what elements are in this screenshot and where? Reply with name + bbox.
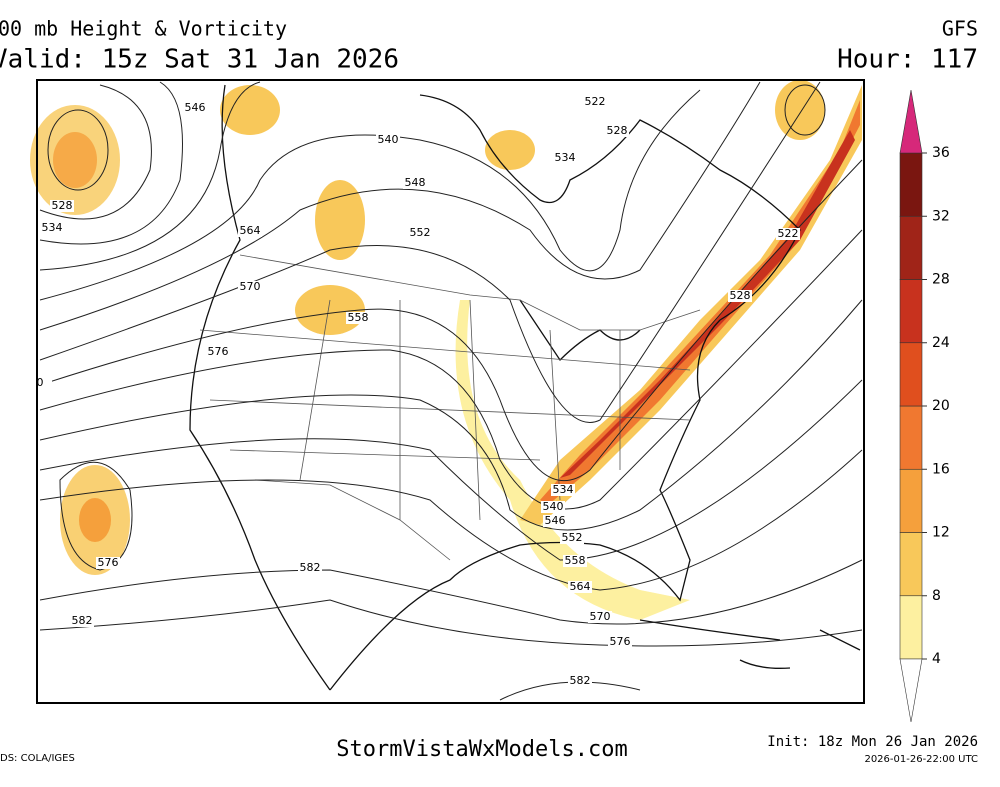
contour-label-box — [238, 281, 262, 293]
contour-label-box — [376, 134, 400, 146]
valid-time: Valid: 15z Sat 31 Jan 2026 — [0, 45, 399, 75]
contour-label-box — [553, 152, 577, 164]
contour-label-box — [543, 515, 567, 527]
contour-label: 534 — [42, 221, 63, 234]
colorbar-tick-label: 20 — [932, 398, 950, 414]
contour-label-box — [408, 227, 432, 239]
height-contours — [39, 81, 863, 701]
vorticity — [30, 80, 862, 620]
contour-label: 546 — [545, 514, 566, 527]
contour-label-box — [96, 557, 120, 569]
colorbar-band — [899, 215, 923, 280]
contour-label: 528 — [52, 199, 73, 212]
contour-label: 552 — [410, 226, 431, 239]
colorbar-tick-label: 28 — [932, 272, 950, 288]
contour-label: 558 — [348, 311, 369, 324]
map: 5465405485345225285525645285345705585765… — [28, 79, 865, 704]
contour-label-box — [728, 290, 752, 302]
contour-label-box — [70, 615, 94, 627]
contour-label-box — [50, 200, 74, 212]
model: GFS — [942, 17, 978, 41]
contour-label-box — [583, 96, 607, 108]
contour-label: 576 — [610, 635, 631, 648]
colorbar: 4 8 12 16 20 24 28 32 36 — [899, 89, 950, 723]
contour-label: 548 — [405, 176, 426, 189]
contour-label-box — [560, 532, 584, 544]
contour-label-box — [563, 555, 587, 567]
colorbar-band — [899, 279, 923, 344]
forecast-hour: Hour: 117 — [837, 45, 978, 75]
contour-label: 0 — [37, 376, 44, 389]
contour-label: 528 — [607, 124, 628, 137]
contour-label-box — [28, 377, 52, 389]
colorbar-band — [899, 532, 923, 597]
contour-label: 540 — [543, 500, 564, 513]
contour-label: 546 — [185, 101, 206, 114]
colorbar-tick-label: 4 — [932, 651, 941, 667]
contour-label: 534 — [555, 151, 576, 164]
contour-label: 558 — [565, 554, 586, 567]
contour-label: 576 — [98, 556, 119, 569]
contour-label-box — [608, 636, 632, 648]
contour-label-box — [40, 222, 64, 234]
contour-label: 540 — [378, 133, 399, 146]
borders — [199, 254, 701, 561]
contour-label: 582 — [570, 674, 591, 687]
contour-label: 564 — [570, 580, 591, 593]
contour-label-box — [183, 102, 207, 114]
contour-label: 582 — [72, 614, 93, 627]
contour-label: 522 — [778, 227, 799, 240]
colorbar-tick-label: 12 — [932, 525, 950, 541]
contour-label: 564 — [240, 224, 261, 237]
contour-label: 534 — [553, 483, 574, 496]
timestamp: 2026-01-26-22:00 UTC — [864, 754, 978, 765]
contour-label-box — [776, 228, 800, 240]
contour-label: 552 — [562, 531, 583, 544]
colorbar-tick-label: 32 — [932, 208, 950, 224]
contour-label-box — [588, 611, 612, 623]
contour-label: 582 — [300, 561, 321, 574]
contour-label-box — [346, 312, 370, 324]
contour-label-box — [541, 501, 565, 513]
site: StormVistaWxModels.com — [336, 737, 627, 762]
contour-label-box — [403, 177, 427, 189]
contour-label: 570 — [590, 610, 611, 623]
contour-label-box — [568, 675, 592, 687]
contour-label-box — [238, 225, 262, 237]
contour-label: 522 — [585, 95, 606, 108]
colorbar-tick-label: 16 — [932, 461, 950, 477]
credit: DS: COLA/IGES — [0, 753, 75, 764]
contour-label-box — [605, 125, 629, 137]
contour-label-box — [568, 581, 592, 593]
map-background — [37, 80, 864, 703]
title: 00 mb Height & Vorticity — [0, 17, 287, 41]
colorbar-band — [899, 468, 923, 533]
colorbar-tick-label: 8 — [932, 588, 941, 604]
colorbar-tick-label: 24 — [932, 335, 950, 351]
contour-label: 528 — [730, 289, 751, 302]
colorbar-tick-label: 36 — [932, 145, 950, 161]
contour-label: 570 — [240, 280, 261, 293]
map-frame — [36, 79, 865, 704]
colorbar-band — [899, 152, 923, 217]
colorbar-band — [899, 342, 923, 407]
colorbar-under — [899, 658, 923, 723]
contour-label: 576 — [208, 345, 229, 358]
contour-label-box — [551, 484, 575, 496]
colorbar-band — [899, 595, 923, 660]
colorbar-over — [899, 89, 923, 154]
colorbar-band — [899, 405, 923, 470]
init-time: Init: 18z Mon 26 Jan 2026 — [767, 734, 978, 750]
contour-label-box — [298, 562, 322, 574]
contour-label-box — [206, 346, 230, 358]
